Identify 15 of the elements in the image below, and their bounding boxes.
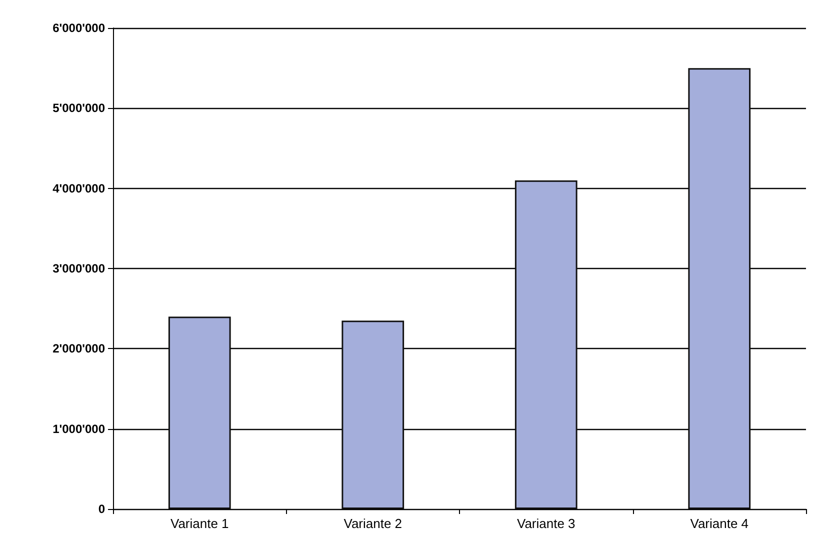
y-tick-label: 2'000'000 [52, 342, 106, 356]
y-tick-label: 1'000'000 [52, 422, 106, 436]
bar [342, 320, 404, 509]
y-tick-label: 6'000'000 [52, 21, 106, 35]
y-tick-label: 0 [98, 502, 106, 516]
bar [688, 68, 751, 509]
y-tick-label: 3'000'000 [52, 262, 106, 276]
x-tick-label: Variante 1 [170, 516, 229, 531]
x-tick-label: Variante 2 [344, 516, 402, 531]
y-tick-label: 5'000'000 [52, 101, 106, 116]
x-tick-label: Variante 4 [690, 516, 749, 531]
bar [514, 180, 578, 509]
y-tick-label: 4'000'000 [52, 181, 106, 196]
bar [168, 316, 231, 509]
x-tick-label: Variante 3 [516, 516, 576, 531]
